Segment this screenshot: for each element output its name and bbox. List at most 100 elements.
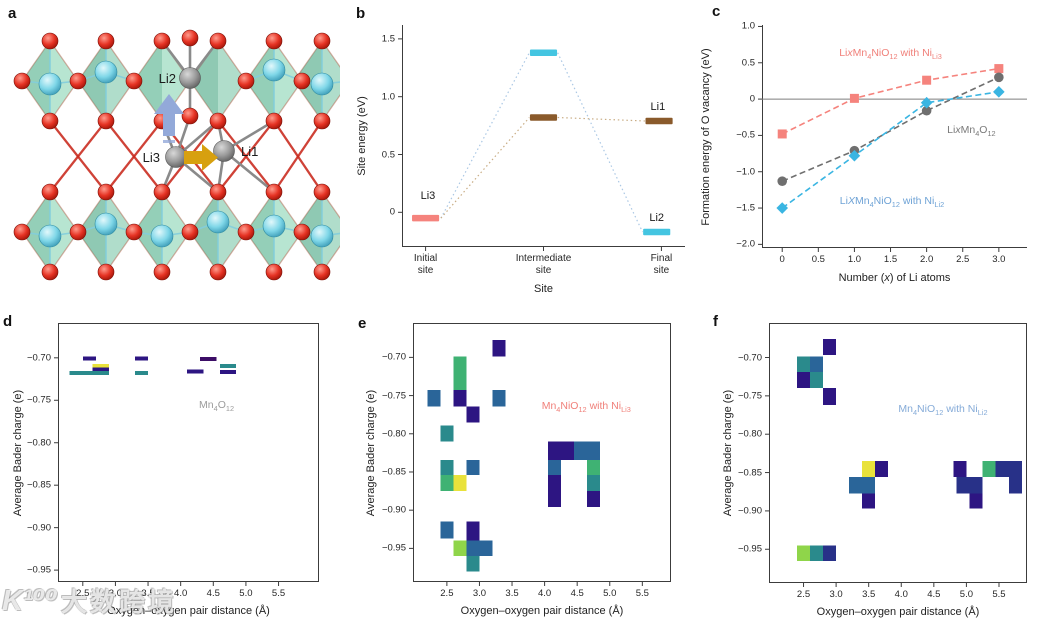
x-axis-label: Site	[534, 283, 553, 295]
panel-d-bader-charge-chart: d 2.5 3.0 3.5 4.0 4.5 5.0 5.5 −0.70 −0.75 −0.80 −0…	[0, 310, 350, 622]
panel-c-plot-area	[758, 25, 1027, 252]
y-tick-label: −1.5	[736, 202, 755, 214]
y-tick-label: −0.70	[381, 351, 406, 363]
x-tick-label: 2.5	[76, 588, 90, 599]
x-axis-label: Oxygen–oxygen pair distance (Å)	[107, 605, 270, 617]
x-tick-label: 4.0	[894, 589, 908, 600]
x-tick-label: 5.5	[635, 588, 649, 599]
y-tick-label: −0.75	[26, 394, 51, 406]
y-tick-label: 0.5	[381, 148, 395, 160]
panel-b-site-energy-chart: b Initial site Intermediate site Final sit…	[340, 0, 690, 308]
x-tick-label: 3.0	[829, 589, 843, 600]
panel-e-bader-charge-chart: e 2.5 3.0 3.5 4.0 4.5 5.0 5.5 −0.70 −0.75 −0.80 −0…	[350, 310, 690, 622]
x-tick-label: 4.5	[206, 588, 220, 599]
crystal-structure-illustration: Li2 Li3 Li1	[13, 29, 340, 281]
panel-c-letter: c	[712, 3, 721, 20]
y-axis-label: Average Bader charge (e)	[365, 389, 377, 516]
y-tick-label: −0.80	[381, 428, 406, 440]
y-tick-label: 1.5	[381, 33, 395, 45]
y-tick-label: −0.85	[381, 466, 406, 478]
chart-annotation: Li1	[650, 101, 666, 114]
y-tick-label: −0.85	[737, 466, 762, 478]
chart-canvas	[758, 25, 1027, 252]
y-tick-label: −0.95	[26, 564, 51, 576]
chart-annotation: Mn4O12	[199, 399, 235, 414]
up-arrow-icon	[154, 94, 184, 136]
tm-atoms	[38, 58, 334, 248]
x-axis-label: Oxygen–oxygen pair distance (Å)	[460, 605, 624, 617]
y-axis-label: Site energy (eV)	[356, 96, 368, 176]
y-tick-label: −0.80	[737, 428, 762, 440]
oxygen-bonds	[49, 120, 323, 193]
y-tick-label: −0.95	[381, 542, 406, 554]
x-tick-label: 5.0	[239, 588, 253, 599]
x-tick-label: 3.5	[862, 589, 876, 600]
x-tick-label: 2.5	[440, 588, 454, 599]
x-tick-label: 4.5	[570, 588, 584, 599]
x-tick-label: 0	[779, 254, 785, 265]
panel-a-letter: a	[8, 5, 17, 22]
y-axis-label: Formation energy of O vacancy (eV)	[700, 47, 712, 226]
x-tick-label: 3.0	[472, 588, 487, 599]
chart-canvas	[765, 323, 1027, 587]
panel-b-plot-area	[398, 25, 685, 251]
panel-e-plot-area	[409, 323, 671, 586]
y-tick-label: −0.5	[736, 129, 755, 141]
panel-e-letter: e	[358, 315, 367, 332]
x-tick-label: 4.0	[174, 588, 188, 599]
y-tick-label: 0	[389, 206, 395, 218]
x-tick-label: 5.0	[959, 589, 974, 600]
chart-canvas	[398, 25, 685, 251]
x-tick-label: 2.5	[796, 589, 811, 600]
y-tick-label: −0.90	[381, 504, 406, 516]
x-tick-label: 3.5	[141, 588, 155, 599]
y-tick-label: 1.0	[381, 90, 395, 102]
chart-canvas	[54, 323, 319, 586]
x-tick-label: 3.5	[505, 588, 519, 599]
panel-d-letter: d	[3, 313, 13, 330]
y-tick-label: 0	[749, 93, 755, 105]
y-tick-label: −0.90	[737, 505, 762, 517]
x-tick-label: 0.5	[811, 254, 825, 265]
panel-f-plot-area	[765, 323, 1027, 587]
panel-a-crystal-structure: a Li2 Li3 Li1	[0, 0, 340, 308]
chart-annotation: Li3	[420, 190, 436, 203]
x-tick-label: Initial site	[413, 253, 438, 276]
x-tick-label: 2.5	[956, 254, 970, 265]
up-arrow-dash	[163, 140, 175, 143]
x-axis-label: Number (x) of Li atoms	[838, 272, 951, 284]
chart-annotation: LixMn4O12	[947, 124, 996, 139]
y-axis-label: Average Bader charge (e)	[12, 389, 24, 516]
x-tick-label: 1.5	[883, 254, 898, 265]
x-tick-label: 2.0	[920, 254, 934, 265]
panel-d-plot-area	[54, 323, 319, 586]
x-tick-label: 5.5	[271, 588, 286, 599]
panel-f-letter: f	[713, 313, 718, 330]
y-tick-label: 0.5	[741, 57, 755, 69]
y-tick-label: −0.90	[26, 521, 51, 533]
y-tick-label: −0.70	[26, 352, 51, 364]
chart-annotation: LiXMn4NiO12 with NiLi2	[839, 195, 945, 210]
chart-canvas	[409, 323, 671, 586]
chart-annotation: LixMn4NiO12 with NiLi3	[839, 47, 942, 62]
y-tick-label: −0.85	[26, 479, 51, 491]
y-tick-label: −2.0	[736, 238, 755, 250]
li1-label: Li1	[241, 144, 258, 159]
y-tick-label: −1.0	[736, 166, 755, 178]
y-tick-label: −0.95	[737, 543, 762, 555]
x-tick-label: Final site	[650, 253, 673, 276]
oxygen-atoms	[13, 29, 331, 281]
x-tick-label: 5.5	[992, 589, 1006, 600]
li-atoms	[165, 67, 235, 168]
y-tick-label: −0.75	[381, 389, 406, 401]
x-axis-label: Oxygen–oxygen pair distance (Å)	[816, 606, 980, 618]
x-tick-label: Intermediate site	[515, 253, 572, 276]
panel-c-formation-energy-chart: c 0 0.5 1.0 1.5 2.0 2.5 3.0 1.0 0.5 0 −0.5 −1.0 −1.5…	[690, 0, 1039, 308]
panel-f-bader-charge-chart: f 2.5 3.0 3.5 4.0 4.5 5.0 5.5 −0.70 −0.75 −0.80 −0…	[690, 310, 1039, 622]
panel-b-letter: b	[356, 5, 366, 22]
li2-label: Li2	[159, 71, 176, 86]
chart-annotation: Li2	[649, 212, 665, 225]
y-tick-label: 1.0	[741, 20, 755, 32]
chart-annotation: Mn4NiO12 with NiLi2	[898, 402, 988, 417]
y-tick-label: −0.70	[737, 351, 762, 363]
